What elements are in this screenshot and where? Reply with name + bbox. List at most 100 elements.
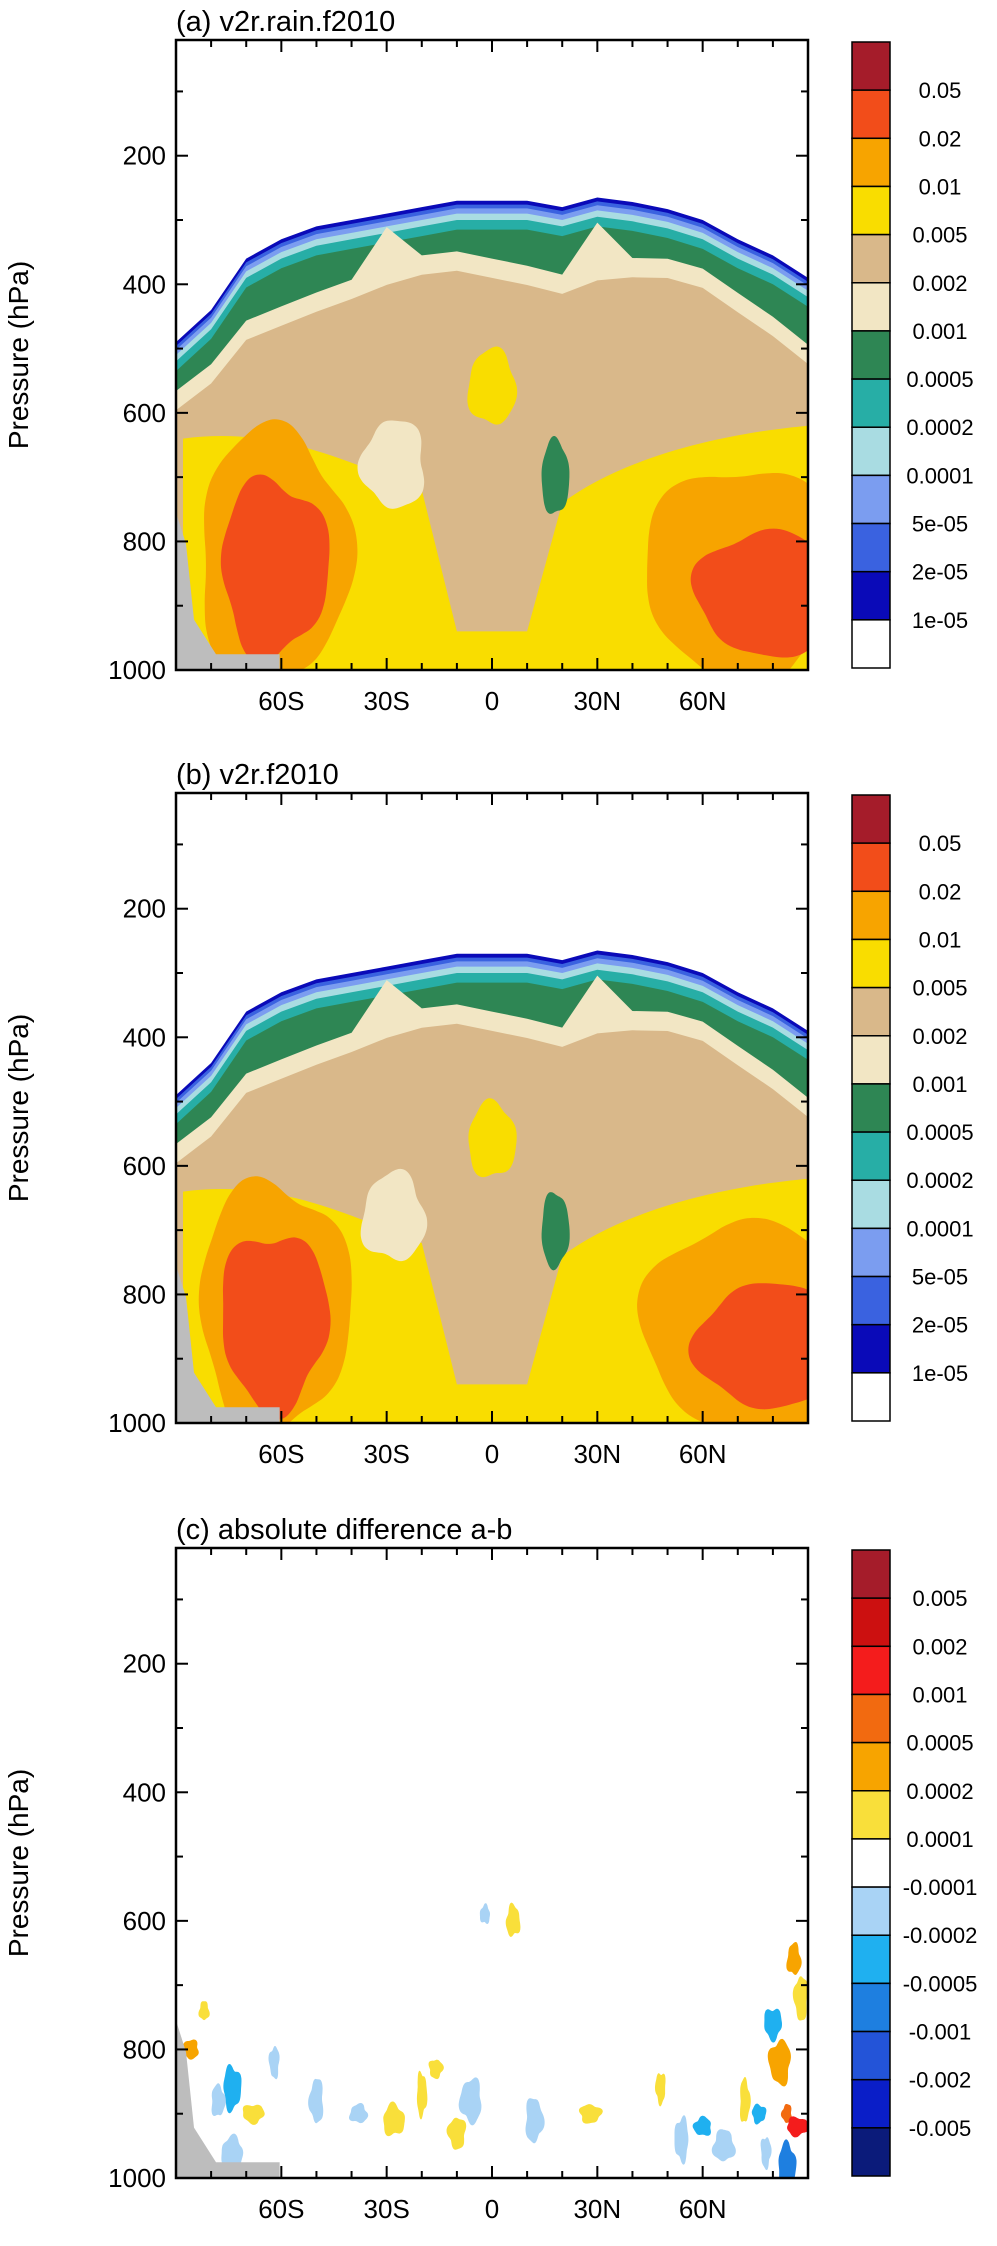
colorbar-label: 0.002 [912, 1634, 967, 1659]
x-tick-label: 60S [258, 686, 304, 716]
colorbar-label: 0.0005 [906, 1120, 973, 1145]
colorbar-label: 0.02 [919, 126, 962, 151]
colorbar-label: 0.0005 [906, 367, 973, 392]
colorbar-label: 2e-05 [912, 560, 968, 585]
diff-patch-14 [525, 2098, 545, 2144]
colorbar-label: 0.01 [919, 174, 962, 199]
x-tick-label: 0 [485, 2194, 499, 2224]
plot-area [176, 40, 808, 670]
diff-patch-11 [458, 2077, 482, 2126]
colorbar-box [851, 1934, 891, 1985]
ground-mask [176, 1265, 280, 1423]
x-tick-label: 0 [485, 686, 499, 716]
colorbar-label: 1e-05 [912, 608, 968, 633]
y-tick-label: 600 [123, 1906, 166, 1936]
contour-band-red-south [222, 1237, 331, 1420]
colorbar: 0.05 0.02 0.01 0.005 0.002 0.001 0.0005 0.0002 0… [851, 794, 974, 1422]
colorbar-box [851, 890, 891, 941]
contour-band-yellow-blob [467, 346, 518, 425]
y-tick-label: 400 [123, 269, 166, 299]
colorbar-box [851, 426, 891, 477]
contour-band-cream-blob [357, 420, 425, 509]
colorbar-box [851, 330, 891, 380]
y-tick-label: 400 [123, 1022, 166, 1052]
panel-1: (a) v2r.rain.f2010 Pressure (hPa) 200 400 60… [3, 6, 974, 716]
x-tick-label: 30N [573, 1439, 621, 1469]
y-tick-label: 200 [123, 894, 166, 924]
x-tick-label: 60S [258, 1439, 304, 1469]
diff-patch-28 [760, 2137, 772, 2171]
colorbar-box [851, 1645, 891, 1696]
colorbar-label: -0.002 [909, 2068, 971, 2093]
colorbar-box [851, 137, 891, 188]
y-tick-label: 1000 [108, 655, 166, 685]
y-tick-label: 800 [123, 1279, 166, 1309]
diff-patch-3 [242, 2104, 265, 2125]
diff-patch-2 [223, 2064, 242, 2114]
colorbar-label: 2e-05 [912, 1313, 968, 1338]
colorbar-label: 0.001 [912, 319, 967, 344]
colorbar-label: 0.002 [912, 271, 967, 296]
diff-patch-19 [711, 2129, 736, 2162]
colorbar-label: 0.001 [912, 1682, 967, 1707]
colorbar-label: -0.0001 [903, 1875, 978, 1900]
panel-title: (c) absolute difference a-b [176, 1514, 512, 1546]
colorbar-label: 0.005 [912, 976, 967, 1001]
diff-patch-4 [268, 2045, 280, 2080]
colorbar-label: -0.001 [909, 2020, 971, 2045]
diff-patch-1 [211, 2083, 227, 2117]
colorbar-label: 0.0002 [906, 1168, 973, 1193]
diff-patch-6 [348, 2103, 369, 2124]
colorbar-box [851, 1131, 891, 1181]
y-tick-label: 600 [123, 1151, 166, 1181]
contour-band-yellow-blob [468, 1098, 517, 1178]
colorbar-box [851, 89, 891, 140]
contour-band-red-north [688, 1283, 808, 1410]
x-tick-label: 30S [364, 2194, 410, 2224]
colorbar: 0.005 0.002 0.001 0.0005 0.0002 0.0001 -0.0001… [851, 1549, 978, 2177]
y-axis-label: Pressure (hPa) [3, 1014, 34, 1202]
y-axis-label: Pressure (hPa) [3, 261, 34, 449]
colorbar-label: 0.02 [919, 879, 962, 904]
colorbar-box [851, 282, 891, 332]
diff-patch-18 [692, 2115, 711, 2136]
colorbar-box [851, 1982, 891, 2033]
y-tick-label: 800 [123, 2034, 166, 2064]
colorbar-box [851, 1372, 891, 1422]
x-tick-label: 30N [573, 2194, 621, 2224]
x-tick-label: 60N [679, 686, 727, 716]
contour-band-red-north [690, 528, 808, 658]
colorbar-box [851, 938, 891, 989]
colorbar-label: 5e-05 [912, 512, 968, 537]
colorbar-box [851, 1083, 891, 1133]
diff-patch-0 [198, 2001, 210, 2021]
colorbar-label: 5e-05 [912, 1265, 968, 1290]
colorbar: 0.05 0.02 0.01 0.005 0.002 0.001 0.0005 0.0002 0… [851, 41, 974, 669]
contour-band-green-blob [541, 1192, 570, 1271]
colorbar-box [851, 842, 891, 893]
contour-band-red-south [220, 474, 330, 664]
diff-patch-7 [383, 2101, 405, 2137]
colorbar-label: 0.005 [912, 1586, 967, 1611]
colorbar-box [851, 1790, 891, 1840]
colorbar-label: 0.05 [919, 78, 962, 103]
colorbar-label: 0.05 [919, 831, 962, 856]
colorbar-box [851, 986, 891, 1037]
x-tick-label: 60N [679, 1439, 727, 1469]
diff-patch-20 [740, 2076, 751, 2122]
colorbar-label: 0.0001 [906, 463, 973, 488]
diff-patch-27 [787, 2116, 808, 2138]
colorbar-label: -0.005 [909, 2116, 971, 2141]
colorbar-box [851, 2030, 891, 2081]
diff-patch-24 [780, 2103, 792, 2123]
colorbar-label: 0.0001 [906, 1827, 973, 1852]
y-tick-label: 800 [123, 526, 166, 556]
y-tick-label: 1000 [108, 2163, 166, 2193]
colorbar-box [851, 474, 891, 525]
y-tick-label: 1000 [108, 1408, 166, 1438]
diff-patch-10 [446, 2117, 467, 2150]
plot-area [176, 793, 808, 1423]
panel-title: (b) v2r.f2010 [176, 759, 339, 791]
x-tick-label: 0 [485, 1439, 499, 1469]
colorbar-label: 0.001 [912, 1072, 967, 1097]
